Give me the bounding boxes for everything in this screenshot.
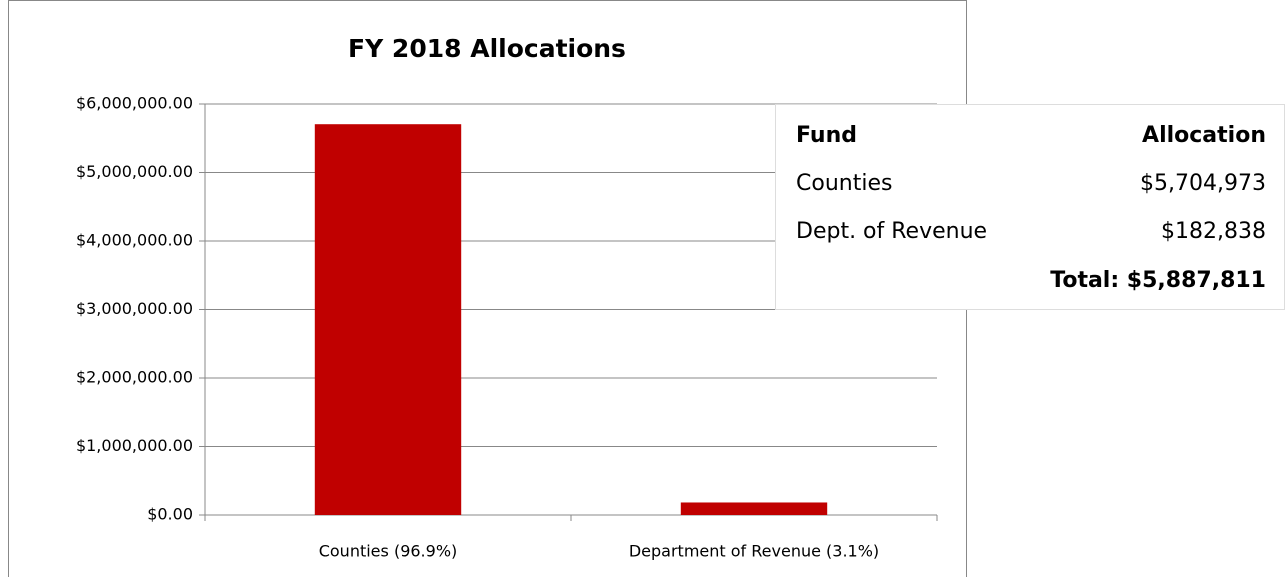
bar (314, 124, 462, 515)
table-row: Dept. of Revenue $182,838 (796, 217, 1266, 247)
y-tick-label: $3,000,000.00 (76, 299, 193, 318)
cell: $182,838 (1161, 219, 1266, 244)
bar (680, 502, 828, 515)
allocation-table: Fund Allocation Counties $5,704,973 Dept… (775, 104, 1285, 310)
chart-title: FY 2018 Allocations (348, 34, 626, 63)
y-tick-label: $5,000,000.00 (76, 162, 193, 181)
cell: Counties (796, 171, 893, 196)
header-cell: Allocation (1142, 123, 1266, 148)
table-total: Total: $5,887,811 (796, 266, 1266, 296)
y-tick-label: $2,000,000.00 (76, 368, 193, 387)
y-tick-label: $4,000,000.00 (76, 231, 193, 250)
table-row: Counties $5,704,973 (796, 169, 1266, 199)
x-tick-label: Counties (96.9%) (319, 542, 458, 561)
cell: Dept. of Revenue (796, 219, 988, 244)
y-tick-label: $0.00 (147, 505, 193, 524)
y-tick-label: $1,000,000.00 (76, 436, 193, 455)
header-cell: Fund (796, 123, 858, 148)
total: Total: $5,887,811 (1050, 268, 1266, 293)
cell: $5,704,973 (1140, 171, 1266, 196)
y-tick-label: $6,000,000.00 (76, 94, 193, 113)
table-header: Fund Allocation (796, 121, 1266, 151)
x-tick-label: Department of Revenue (3.1%) (629, 542, 879, 561)
